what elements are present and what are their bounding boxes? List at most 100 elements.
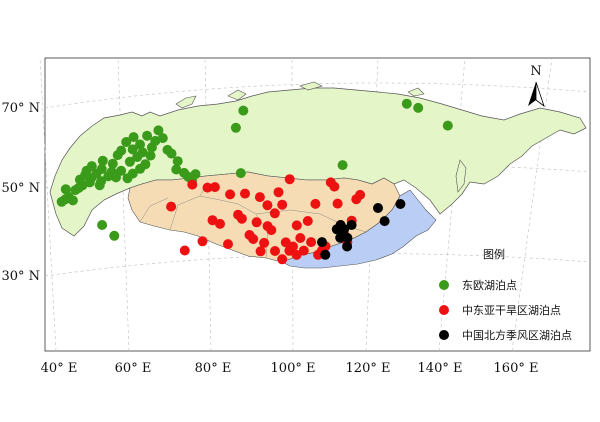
lake-point-series-2-5: [342, 232, 353, 243]
lake-point-series-2-6: [346, 220, 357, 230]
lake-point-series-0-42: [157, 133, 168, 144]
lake-point-series-0-56: [337, 160, 348, 171]
north-arrow: N: [528, 64, 545, 108]
arctic-islands: [175, 81, 425, 109]
lake-point-series-1-26: [291, 249, 302, 260]
lon-ticks: 40° E 60° E 80° E 100° E 120° E 140° E 1…: [41, 361, 539, 376]
legend-entry-eastern-europe: 东欧湖泊点: [439, 279, 517, 292]
lon-tick-140: 140° E: [418, 361, 463, 376]
lake-point-series-1-36: [329, 181, 340, 192]
lake-point-series-0-28: [124, 156, 135, 167]
lake-points-layer: [56, 98, 453, 265]
lake-point-series-0-41: [153, 125, 164, 136]
lake-point-series-0-45: [171, 164, 182, 175]
lake-point-series-1-16: [254, 192, 265, 203]
lake-point-series-1-44: [277, 199, 288, 210]
lake-point-series-0-54: [238, 105, 249, 116]
lon-tick-120: 120° E: [346, 361, 391, 376]
lake-point-series-2-8: [335, 232, 346, 243]
north-arrow-icon: [528, 82, 536, 106]
lake-point-series-1-17: [259, 237, 270, 248]
lake-point-series-1-25: [288, 241, 298, 252]
lake-point-series-1-2: [187, 179, 198, 190]
lat-tick-50: 50° N: [1, 181, 40, 196]
lake-point-series-1-19: [266, 225, 277, 236]
legend-entry-northern-china-monsoon: 中国北方季风区湖泊点: [439, 328, 572, 342]
lake-point-series-0-25: [116, 145, 127, 156]
lake-point-series-0-50: [190, 169, 201, 180]
lake-point-series-1-43: [355, 189, 366, 200]
legend-marker-northern-china-monsoon: [439, 330, 449, 340]
legend-label-eastern-europe: 东欧湖泊点: [462, 279, 517, 292]
lake-point-series-0-37: [142, 130, 153, 141]
legend-label-northern-china-monsoon: 中国北方季风区湖泊点: [462, 328, 572, 342]
lake-point-series-1-45: [284, 174, 295, 185]
lake-point-series-0-59: [442, 120, 453, 131]
lon-tick-160: 160° E: [494, 361, 539, 376]
lake-point-series-0-27: [121, 137, 132, 147]
lake-point-series-1-47: [255, 246, 266, 257]
lake-point-series-2-4: [339, 224, 350, 235]
lake-point-series-2-10: [379, 216, 390, 227]
lake-point-series-0-57: [401, 98, 412, 109]
lake-point-series-2-11: [395, 199, 406, 209]
lake-point-series-1-30: [306, 237, 317, 248]
lake-point-series-1-9: [225, 189, 236, 200]
lake-point-series-1-8: [223, 239, 233, 250]
legend-entry-arid-central-asia: 中东亚干旱区湖泊点: [439, 304, 561, 317]
lake-point-series-1-5: [207, 215, 218, 226]
lake-point-series-2-0: [317, 237, 327, 248]
lake-point-series-2-9: [373, 203, 383, 213]
lake-point-series-0-31: [128, 132, 139, 143]
lon-tick-80: 80° E: [195, 361, 232, 376]
north-arrow-label: N: [530, 64, 541, 79]
lat-tick-30: 30° N: [1, 269, 40, 284]
lake-point-series-0-18: [97, 155, 108, 166]
lake-point-series-1-22: [277, 254, 288, 265]
lake-point-series-1-29: [302, 216, 313, 226]
lake-point-series-0-4: [67, 195, 78, 206]
lake-point-series-1-49: [269, 208, 280, 219]
lake-point-series-1-31: [310, 198, 321, 209]
lake-point-series-1-11: [236, 213, 247, 224]
lake-point-series-1-0: [166, 201, 177, 212]
legend-marker-eastern-europe: [439, 280, 449, 290]
legend: 图例 东欧湖泊点 中东亚干旱区湖泊点 中国北方季风区湖泊点: [439, 247, 572, 342]
lon-tick-60: 60° E: [115, 361, 152, 376]
lake-point-series-2-7: [342, 241, 353, 252]
lake-point-series-2-1: [320, 249, 331, 260]
legend-title: 图例: [483, 247, 505, 261]
lake-point-series-1-12: [240, 188, 250, 199]
lake-point-series-0-35: [137, 147, 148, 158]
lake-point-series-1-20: [270, 246, 280, 256]
lake-point-series-0-44: [166, 148, 177, 159]
lake-point-series-0-38: [145, 150, 156, 161]
lake-point-series-0-21: [107, 158, 118, 169]
lake-point-series-0-51: [97, 220, 108, 230]
lake-point-series-0-17: [96, 164, 107, 174]
lake-point-series-0-13: [86, 161, 97, 172]
lon-tick-40: 40° E: [41, 361, 78, 376]
lake-point-series-1-48: [262, 200, 273, 211]
lon-tick-100: 100° E: [271, 361, 316, 376]
lake-point-series-1-4: [202, 182, 213, 193]
lake-point-series-1-7: [215, 218, 225, 229]
lake-point-series-0-53: [230, 122, 241, 133]
lat-ticks: 30° N 50° N 70° N: [1, 101, 40, 284]
lake-point-series-1-15: [251, 217, 262, 228]
lake-point-series-0-36: [140, 159, 151, 170]
lake-point-series-1-3: [197, 236, 208, 247]
lake-point-series-0-46: [172, 156, 183, 167]
lake-point-series-0-52: [109, 230, 120, 241]
lake-point-series-0-30: [127, 144, 138, 155]
sakhalin-island: [455, 159, 467, 193]
lake-point-series-0-2: [60, 184, 71, 195]
lake-point-series-1-27: [295, 233, 306, 243]
lake-point-series-1-6: [209, 182, 220, 193]
lake-point-series-0-40: [150, 135, 161, 146]
lake-point-series-1-28: [298, 245, 309, 256]
lake-point-series-0-58: [413, 102, 424, 113]
lat-tick-70: 70° N: [1, 101, 40, 116]
lake-point-series-1-46: [291, 220, 302, 231]
